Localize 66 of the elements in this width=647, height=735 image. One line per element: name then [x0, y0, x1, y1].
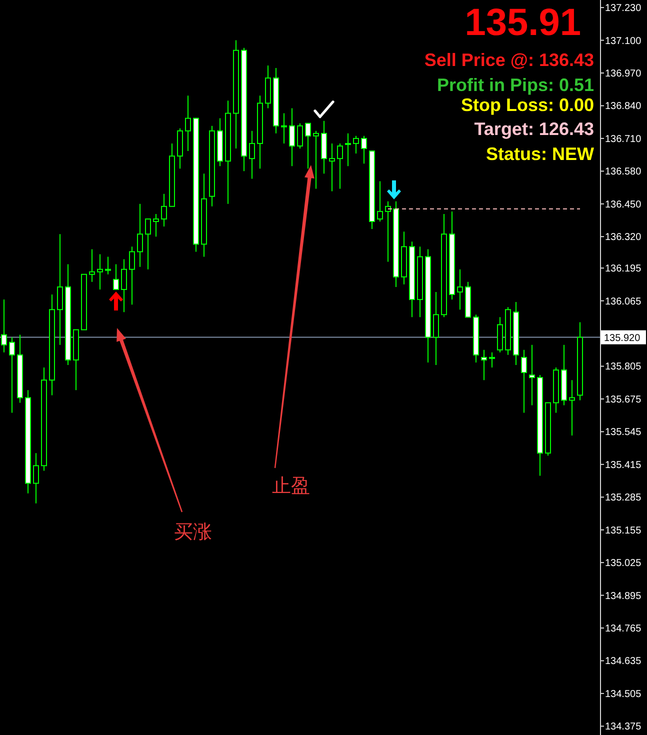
candlestick	[313, 130, 319, 190]
ref-line-label: 135.920	[604, 332, 641, 344]
candlestick	[345, 132, 351, 167]
candlestick	[297, 122, 303, 150]
candlestick	[521, 349, 527, 414]
candlestick	[97, 254, 103, 290]
candlestick	[129, 246, 135, 306]
y-tick-label: 136.195	[605, 264, 642, 275]
annotation: Status: NEW	[486, 144, 594, 164]
y-tick-label: 134.765	[605, 624, 642, 635]
candlestick	[161, 193, 167, 228]
y-tick-label: 137.230	[605, 3, 642, 14]
candlestick	[137, 203, 143, 268]
y-tick-label: 134.635	[605, 656, 642, 668]
candlestick	[529, 344, 535, 406]
y-tick-label: 136.970	[605, 68, 642, 80]
chart-title: 135.91	[464, 2, 581, 44]
y-tick-label: 136.710	[605, 134, 642, 145]
y-tick-label: 135.545	[605, 427, 642, 438]
candlestick	[489, 352, 495, 368]
annotation: Profit in Pips: 0.51	[436, 75, 594, 95]
candlestick	[457, 268, 463, 310]
candlestick	[433, 291, 439, 366]
candlestick	[1, 299, 7, 353]
y-tick-label: 135.025	[605, 558, 642, 570]
y-tick-label: 137.100	[605, 36, 642, 47]
candlestick	[113, 264, 119, 290]
candlestick	[305, 122, 311, 170]
candlestick	[121, 258, 127, 313]
y-tick-label: 135.675	[605, 394, 642, 406]
candlestick	[481, 349, 487, 381]
candlestick	[337, 142, 343, 190]
candlestick	[9, 336, 15, 414]
y-tick-label: 134.895	[605, 590, 642, 602]
y-tick-label: 134.375	[605, 722, 642, 733]
candlestick	[281, 112, 287, 144]
candlestick	[249, 130, 255, 180]
y-tick-label: 136.840	[605, 101, 642, 112]
y-tick-label: 136.580	[605, 166, 642, 178]
y-tick-label: 135.415	[605, 460, 642, 471]
y-tick-label: 135.155	[605, 525, 642, 536]
y-tick-label: 136.065	[605, 296, 642, 308]
annotation: Target: 126.43	[474, 119, 594, 139]
candlestick	[185, 95, 191, 152]
y-tick-label: 135.805	[605, 362, 642, 373]
y-tick-label: 136.320	[605, 232, 642, 244]
candlestick	[385, 200, 391, 262]
annotation: Stop Loss: 0.00	[460, 95, 594, 115]
y-tick-label: 134.505	[605, 688, 642, 700]
candlestick	[33, 452, 39, 504]
candlestick	[105, 256, 111, 275]
candlestick	[145, 218, 151, 270]
candlestick	[569, 380, 575, 436]
annotation: 买涨	[174, 521, 212, 543]
candlestick	[361, 135, 367, 164]
annotation: Sell Price @: 136.43	[424, 50, 594, 70]
candlestick	[289, 108, 295, 167]
candlestick	[329, 142, 335, 192]
candlestick	[153, 213, 159, 238]
candlestick	[353, 135, 359, 154]
candlestick	[57, 234, 63, 346]
y-tick-label: 135.285	[605, 492, 642, 504]
annotation: 止盈	[272, 475, 310, 497]
candlestick	[377, 180, 383, 222]
y-tick-label: 136.450	[605, 199, 642, 210]
candlestick	[89, 248, 95, 282]
